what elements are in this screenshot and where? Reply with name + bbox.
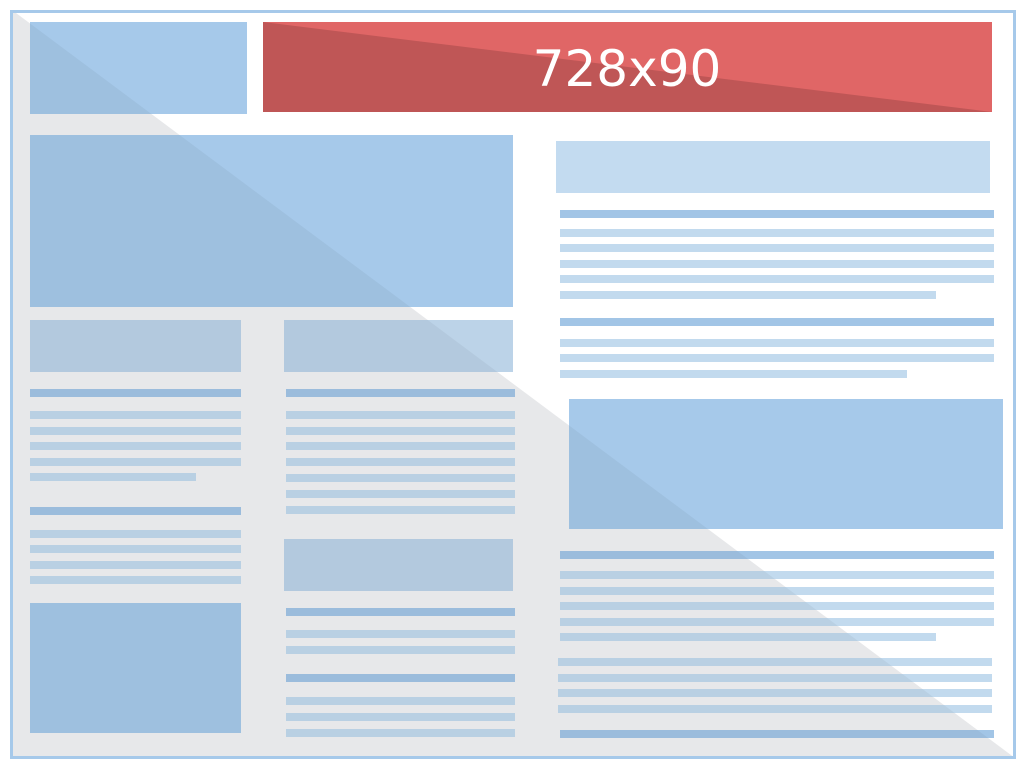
heading-line — [286, 389, 515, 397]
text-line — [560, 602, 994, 610]
text-line — [286, 506, 515, 514]
heading-line — [560, 551, 994, 559]
heading-line — [30, 507, 241, 515]
text-line — [30, 561, 241, 569]
text-line — [560, 339, 994, 347]
text-line — [286, 697, 515, 705]
text-line — [560, 291, 936, 299]
column2-image-block-2 — [284, 539, 513, 591]
banner-ad-size-label: 728x90 — [533, 40, 722, 98]
text-line — [286, 427, 515, 435]
page-frame — [10, 10, 1016, 759]
text-line — [30, 442, 241, 450]
heading-line — [560, 210, 994, 218]
text-line — [286, 630, 515, 638]
text-line — [30, 473, 196, 481]
sidebar-header-block — [556, 141, 990, 193]
text-line — [286, 713, 515, 721]
text-line — [560, 571, 994, 579]
text-line — [558, 658, 992, 666]
text-line — [560, 633, 936, 641]
text-line — [286, 458, 515, 466]
text-line — [558, 674, 992, 682]
banner-ad: 728x90 — [263, 22, 992, 112]
text-line — [30, 530, 241, 538]
layout-blocks — [30, 22, 1003, 738]
column2-image-block — [284, 320, 513, 372]
text-line — [30, 411, 241, 419]
text-line — [558, 689, 992, 697]
column1-media-block — [30, 603, 241, 733]
text-line — [560, 354, 994, 362]
text-line — [560, 370, 907, 378]
banner-ad-shade — [263, 22, 992, 112]
text-line — [286, 442, 515, 450]
text-line — [560, 618, 994, 626]
text-line — [30, 458, 241, 466]
text-line — [286, 646, 515, 654]
heading-line — [560, 318, 994, 326]
sidebar-media-block — [569, 399, 1003, 529]
text-line — [30, 576, 241, 584]
text-line — [286, 729, 515, 737]
text-line — [286, 474, 515, 482]
text-line — [30, 545, 241, 553]
heading-line — [560, 730, 994, 738]
logo-block — [30, 22, 247, 114]
heading-line — [286, 608, 515, 616]
text-line — [560, 260, 994, 268]
text-line — [560, 229, 994, 237]
text-line — [286, 411, 515, 419]
heading-line — [286, 674, 515, 682]
text-line — [560, 244, 994, 252]
column1-image-block — [30, 320, 241, 372]
diagonal-shade-overlay — [12, 10, 1015, 758]
text-line — [560, 587, 994, 595]
text-line — [560, 275, 994, 283]
text-line — [30, 427, 241, 435]
text-line — [286, 490, 515, 498]
text-line — [558, 705, 992, 713]
hero-image-block — [30, 135, 513, 307]
heading-line — [30, 389, 241, 397]
